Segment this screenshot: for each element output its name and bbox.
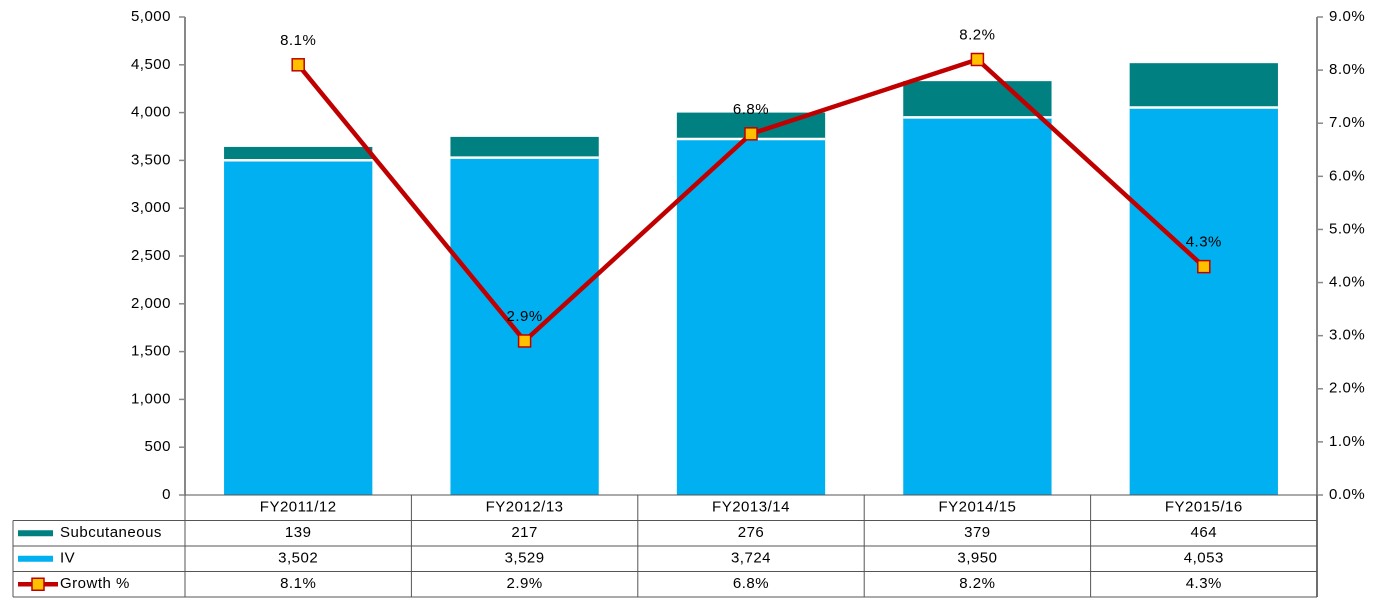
marker (517, 334, 532, 348)
bar (1129, 63, 1278, 108)
table-cell: 3,502 (278, 550, 318, 567)
x-tick-label: FY2012/13 (486, 499, 564, 516)
bar (224, 146, 373, 161)
marker (970, 52, 985, 67)
y2-tick-label: 5.0% (1329, 220, 1365, 237)
legend-label: Growth % (60, 575, 130, 592)
y-tick-label: 500 (144, 438, 171, 455)
data-label: 4.3% (1186, 234, 1222, 251)
y2-tick-label: 1.0% (1329, 433, 1365, 450)
data-label: 2.9% (506, 308, 542, 325)
bar (224, 160, 373, 495)
table-cell: 8.2% (959, 575, 995, 592)
table-cell: 3,724 (731, 550, 771, 567)
data-label: 8.2% (959, 26, 995, 43)
table-cell: 4,053 (1184, 550, 1224, 567)
y-tick-label: 3,500 (131, 151, 171, 168)
bar (1129, 107, 1278, 495)
y-tick-label: 1,500 (131, 343, 171, 360)
y2-tick-label: 7.0% (1329, 114, 1365, 131)
y2-tick-label: 2.0% (1329, 380, 1365, 397)
bar (903, 117, 1052, 495)
bar (450, 136, 599, 158)
y-tick-label: 2,000 (131, 295, 171, 312)
x-tick-label: FY2013/14 (712, 499, 790, 516)
y2-tick-label: 9.0% (1329, 8, 1365, 25)
x-tick-label: FY2011/12 (260, 499, 337, 516)
table-cell: 276 (738, 524, 765, 541)
y2-tick-label: 4.0% (1329, 274, 1365, 291)
table-cell: 139 (285, 524, 312, 541)
legend-label: IV (60, 550, 75, 567)
table-cell: 4.3% (1186, 575, 1222, 592)
x-tick-label: FY2015/16 (1165, 499, 1243, 516)
data-label: 6.8% (733, 101, 769, 118)
marker (1197, 259, 1211, 274)
legend-label: Subcutaneous (60, 524, 162, 541)
y2-tick-label: 8.0% (1329, 61, 1365, 78)
marker (744, 127, 758, 141)
table-cell: 379 (964, 524, 991, 541)
table-cell: 3,529 (505, 550, 545, 567)
y-tick-label: 0 (162, 486, 171, 503)
y-tick-label: 3,000 (131, 199, 171, 216)
table-cell: 464 (1191, 524, 1218, 541)
y-tick-label: 4,500 (131, 56, 171, 73)
table-cell: 3,950 (957, 550, 997, 567)
y2-tick-label: 0.0% (1329, 486, 1365, 503)
legend-key (31, 577, 45, 591)
bar (903, 81, 1052, 118)
bar (676, 138, 826, 495)
y-tick-label: 1,000 (131, 390, 171, 407)
bar (450, 157, 599, 495)
y2-tick-label: 3.0% (1329, 327, 1365, 344)
marker (291, 58, 305, 72)
data-label: 8.1% (280, 32, 316, 49)
y-tick-label: 4,000 (131, 104, 171, 121)
table-cell: 6.8% (733, 575, 769, 592)
table-cell: 217 (511, 524, 538, 541)
table-cell: 8.1% (280, 575, 316, 592)
x-tick-label: FY2014/15 (938, 499, 1016, 516)
y-tick-label: 5,000 (131, 8, 171, 25)
table-cell: 2.9% (506, 575, 542, 592)
y-tick-label: 2,500 (131, 247, 171, 264)
y2-tick-label: 6.0% (1329, 167, 1365, 184)
